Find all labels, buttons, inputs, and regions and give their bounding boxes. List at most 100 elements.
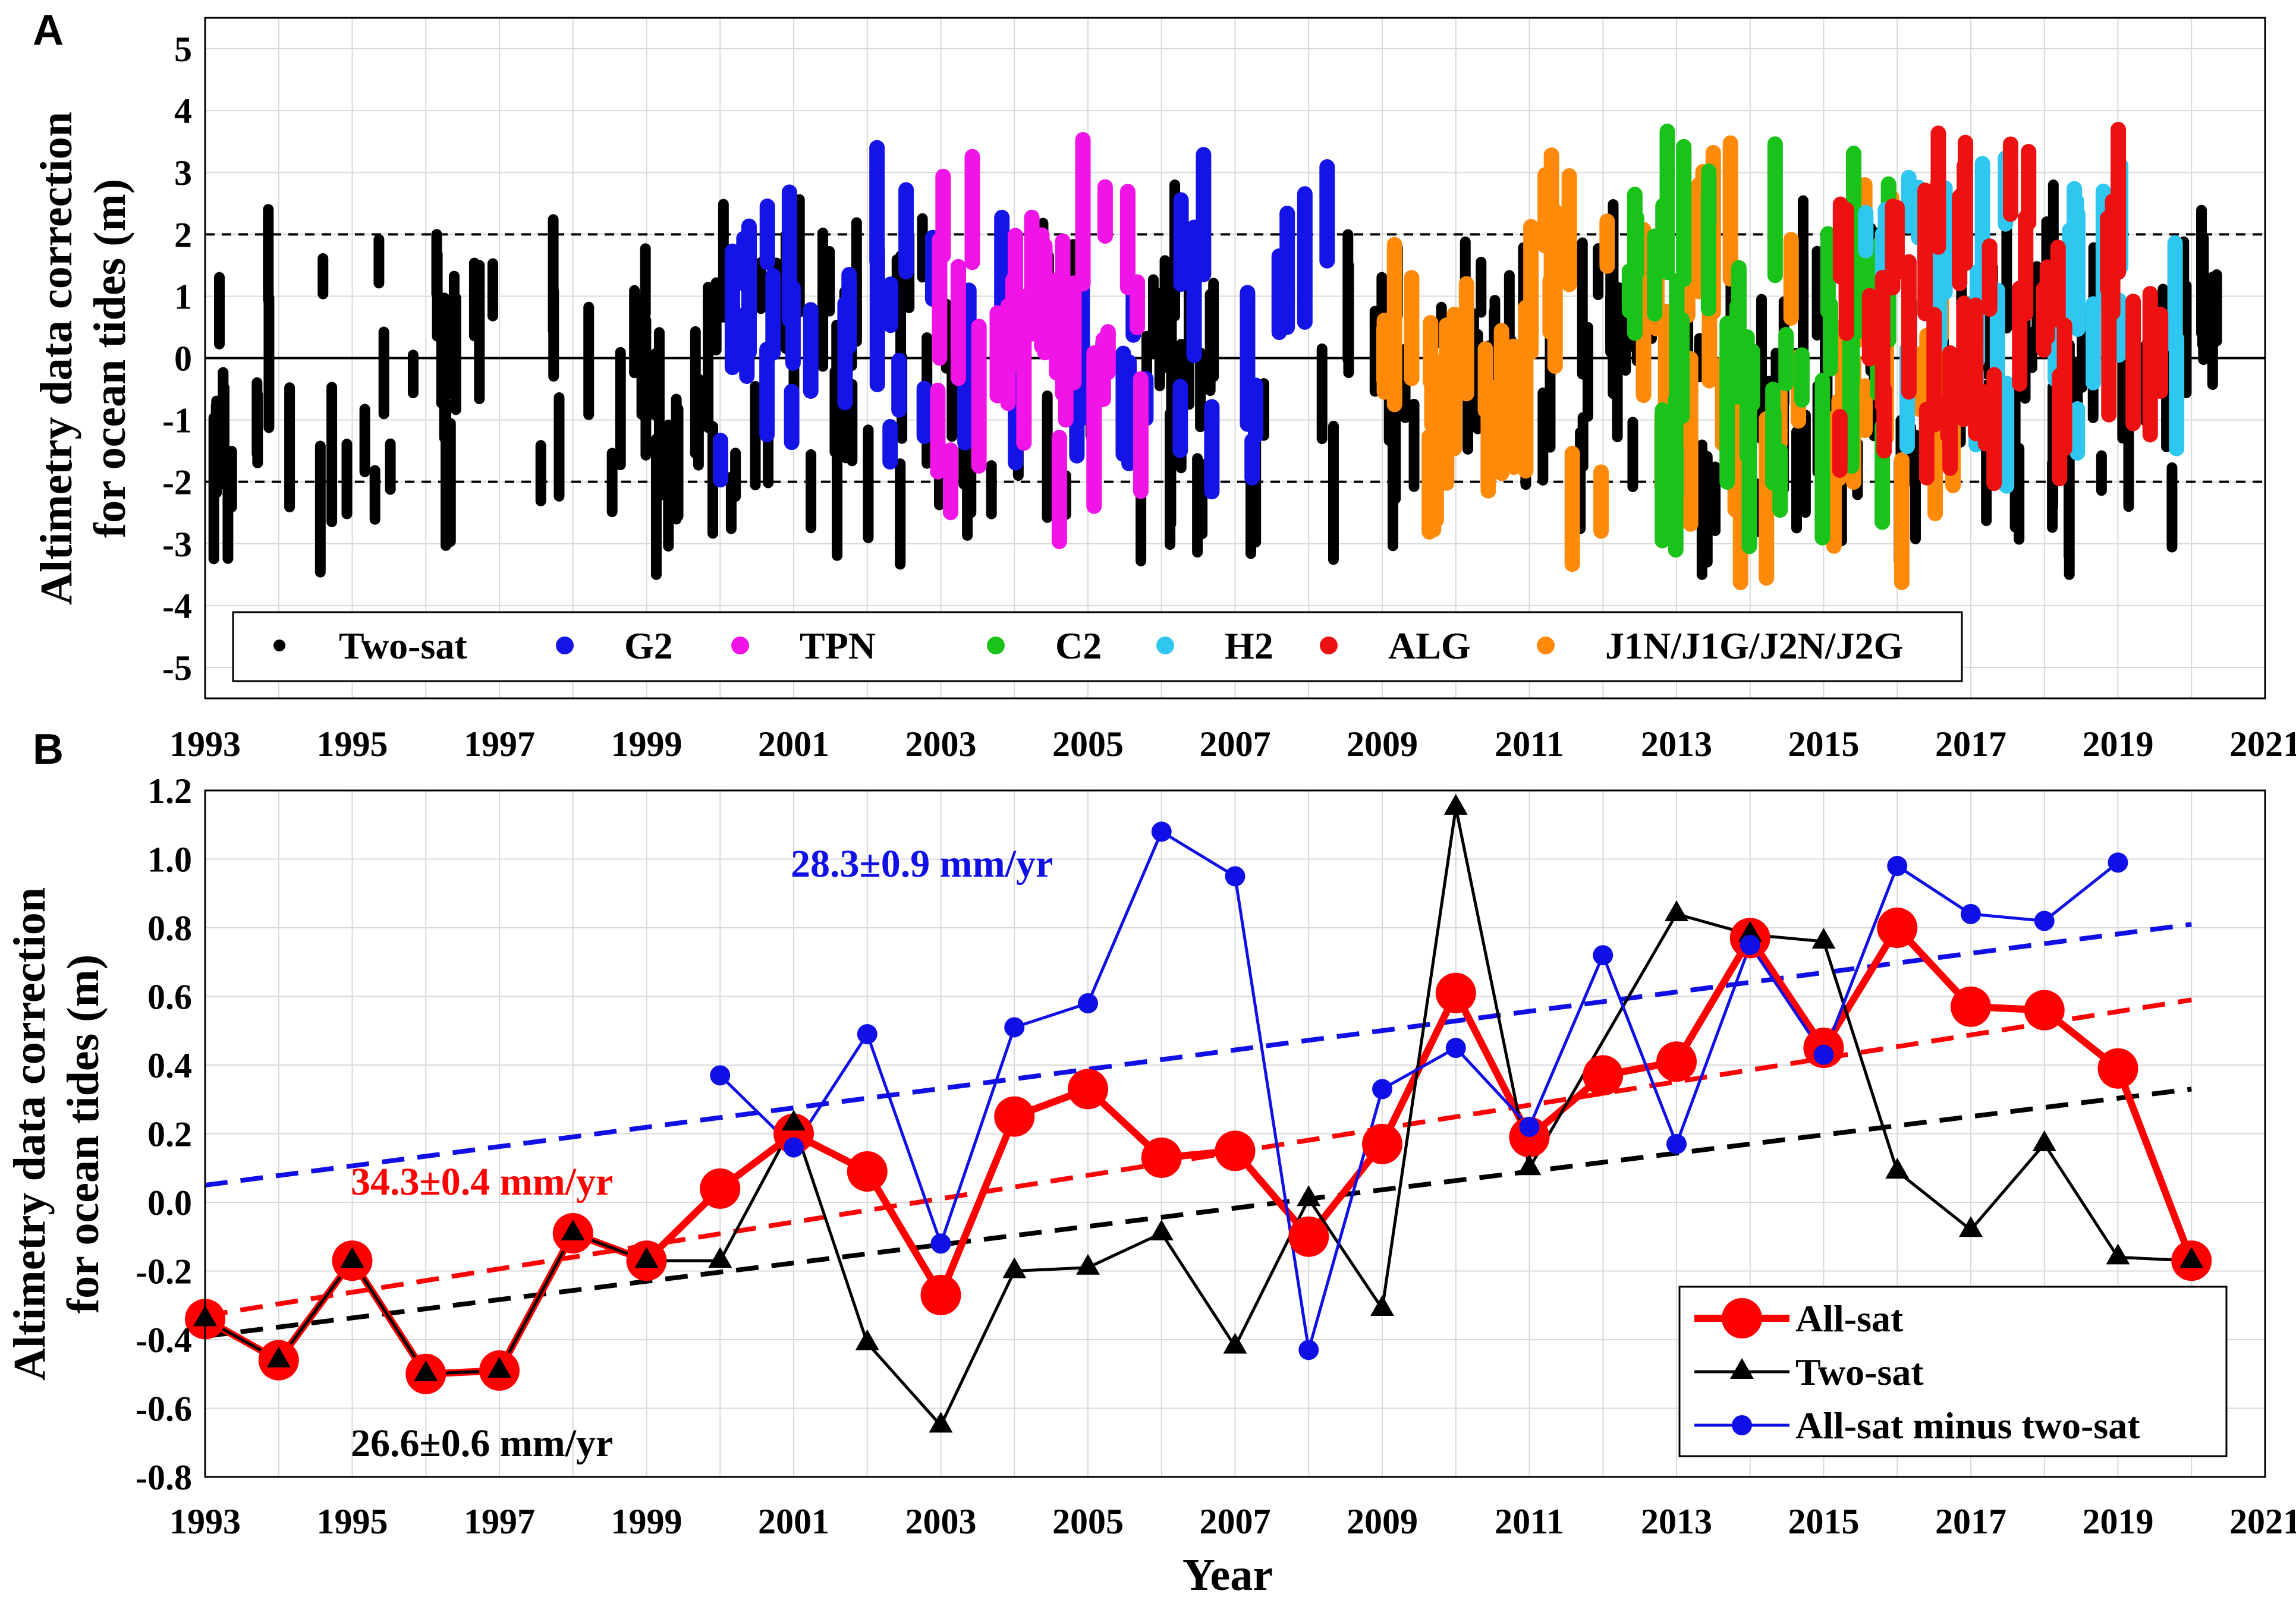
data-point-two-sat <box>266 1346 291 1368</box>
panel-a-y-tick-label: 1 <box>174 277 192 316</box>
trend-label-two-sat: 26.6±0.6 mm/yr <box>351 1422 613 1465</box>
data-point-all-sat-minus-two-sat <box>710 1065 731 1086</box>
panel-b-label: B <box>33 726 64 773</box>
panel-b-x-tick-label: 1993 <box>169 1502 241 1541</box>
panel-a-y-tick-label: 4 <box>174 92 192 131</box>
legend-marker-0 <box>1722 1298 1762 1338</box>
panel-a-y-tick-label: 3 <box>174 153 192 193</box>
data-point-all-sat <box>773 1113 814 1154</box>
data-point-two-sat <box>1517 1154 1542 1176</box>
data-point-two-sat <box>1002 1257 1027 1278</box>
panel-b-y-tick-label: -0.4 <box>136 1321 192 1360</box>
data-point-all-sat <box>920 1274 961 1315</box>
panel-b-x-tick-label: 2021 <box>2229 1502 2296 1541</box>
panel-a-x-tick-label: 2019 <box>2083 725 2154 764</box>
legend-marker-c2 <box>987 637 1005 654</box>
panel-b-trend-lines <box>205 922 2192 1339</box>
data-point-all-sat-minus-two-sat <box>1887 856 1908 877</box>
data-point-two-sat <box>782 1110 806 1131</box>
legend-marker-g2 <box>556 637 574 654</box>
data-point-all-sat-minus-two-sat <box>1151 821 1172 842</box>
panel-b-x-tick-label: 2017 <box>1935 1502 2006 1541</box>
panel-b-x-ticks: 1993 1995 1997 1999 2001 2003 2005 2007 2009 2011… <box>169 1502 2296 1541</box>
panel-a-y-tick-label: -5 <box>162 648 192 688</box>
data-point-two-sat <box>1738 921 1762 942</box>
legend-label: G2 <box>624 625 673 667</box>
data-point-two-sat <box>1959 1216 1983 1237</box>
legend-label: Two-sat <box>339 625 467 667</box>
data-point-two-sat <box>634 1247 659 1268</box>
panel-b-x-tick-label: 1997 <box>464 1502 535 1541</box>
panel-b-y-tick-label: -0.6 <box>136 1390 192 1429</box>
data-point-all-sat-minus-two-sat <box>1225 866 1245 887</box>
panel-b-x-tick-label: 2007 <box>1200 1502 1271 1541</box>
panel-a-x-tick-label: 1999 <box>611 725 682 764</box>
legend-label: C2 <box>1055 625 1102 667</box>
data-point-all-sat <box>847 1151 888 1192</box>
panel-a-x-tick-label: 2013 <box>1641 725 1712 764</box>
panel-a-x-tick-label: 2009 <box>1347 725 1418 764</box>
panel-a-y-tick-label: 0 <box>174 339 192 379</box>
panel-b-x-tick-label: 2011 <box>1495 1502 1564 1541</box>
trend-label-all-sat-minus-two-sat: 28.3±0.9 mm/yr <box>791 842 1053 886</box>
data-point-all-sat <box>1656 1041 1697 1082</box>
data-point-two-sat <box>1149 1219 1174 1240</box>
data-point-two-sat <box>1223 1333 1247 1354</box>
data-point-all-sat-minus-two-sat <box>1298 1340 1319 1360</box>
panel-b-series-markers <box>185 793 2212 1433</box>
panel-b-xlabel: Year <box>1182 1550 1273 1597</box>
panel-a-x-tick-label: 2017 <box>1935 725 2006 764</box>
legend-label: J1N/J1G/J2N/J2G <box>1605 625 1903 667</box>
data-point-all-sat <box>994 1096 1035 1137</box>
legend-marker-h2 <box>1156 637 1174 654</box>
legend-label: H2 <box>1225 625 1273 667</box>
panel-b-x-tick-label: 2009 <box>1347 1502 1418 1541</box>
data-point-two-sat <box>1297 1185 1321 1207</box>
panel-b-x-tick-label: 2005 <box>1052 1502 1124 1541</box>
panel-a-x-tick-label: 2011 <box>1495 725 1564 764</box>
panel-a-x-tick-label: 2007 <box>1200 725 1271 764</box>
panel-b-y-tick-label: 0.0 <box>147 1183 192 1223</box>
panel-b-x-tick-label: 2001 <box>758 1502 829 1541</box>
data-point-all-sat <box>1362 1123 1402 1164</box>
panel-a-x-tick-label: 2015 <box>1788 725 1860 764</box>
data-point-all-sat-minus-two-sat <box>857 1024 877 1045</box>
legend-label: Two-sat <box>1795 1351 1924 1393</box>
panel-b-legend: All-sat Two-sat All-sat minus two-sat <box>1678 1286 2228 1457</box>
trend-label-all-sat: 34.3±0.4 mm/yr <box>351 1160 613 1204</box>
data-point-all-sat-minus-two-sat <box>1519 1116 1540 1137</box>
data-point-all-sat <box>2097 1048 2138 1089</box>
data-point-two-sat <box>1885 1158 1910 1179</box>
panel-b-ylabel-line1: Altimetry data correction <box>5 887 55 1381</box>
data-point-two-sat <box>561 1219 585 1240</box>
data-point-two-sat <box>1665 900 1688 921</box>
data-point-two-sat <box>487 1356 511 1378</box>
legend-marker-alg <box>1320 637 1338 654</box>
panel-a-x-tick-label: 1995 <box>317 725 388 764</box>
data-point-all-sat <box>1877 908 1918 948</box>
panel-a-y-tick-label: -3 <box>162 525 192 564</box>
panel-b-x-tick-label: 1995 <box>317 1502 388 1541</box>
legend-label: ALG <box>1388 625 1471 667</box>
data-point-two-sat <box>929 1412 953 1433</box>
legend-label: All-sat <box>1795 1297 1904 1340</box>
series-line-all-sat-minus-two-sat <box>719 830 2119 1352</box>
legend-marker-j1n-j1g-j2n-j2g <box>1537 637 1555 654</box>
data-point-all-sat-minus-two-sat <box>784 1137 804 1158</box>
panel-a-ylabel-line1: Altimetry data correction <box>32 112 81 605</box>
panel-a: A 1993 1995 1997 1999 2001 2003 2005 2007 2009 20… <box>32 7 2296 764</box>
data-point-all-sat <box>1068 1069 1108 1110</box>
panel-a-x-tick-label: 2021 <box>2229 725 2296 764</box>
panel-a-y-ticks: 5 4 3 2 1 0 -1 -2 -3 -4 -5 <box>162 30 192 688</box>
panel-a-legend-box <box>232 611 1963 682</box>
trend-line-0 <box>205 922 2192 1188</box>
data-point-two-sat <box>1443 793 1468 815</box>
data-point-two-sat <box>340 1247 364 1268</box>
data-point-all-sat-minus-two-sat <box>1004 1017 1025 1038</box>
panel-b-plot-frame <box>204 789 2266 1478</box>
panel-a-legend: Two-sat G2 TPN C2 H2 ALG J1N/J1G/J2N/J2G <box>232 611 1963 682</box>
data-point-all-sat-minus-two-sat <box>1666 1133 1687 1154</box>
data-point-all-sat <box>1141 1137 1182 1178</box>
panel-b-y-tick-label: 1.2 <box>147 771 192 811</box>
